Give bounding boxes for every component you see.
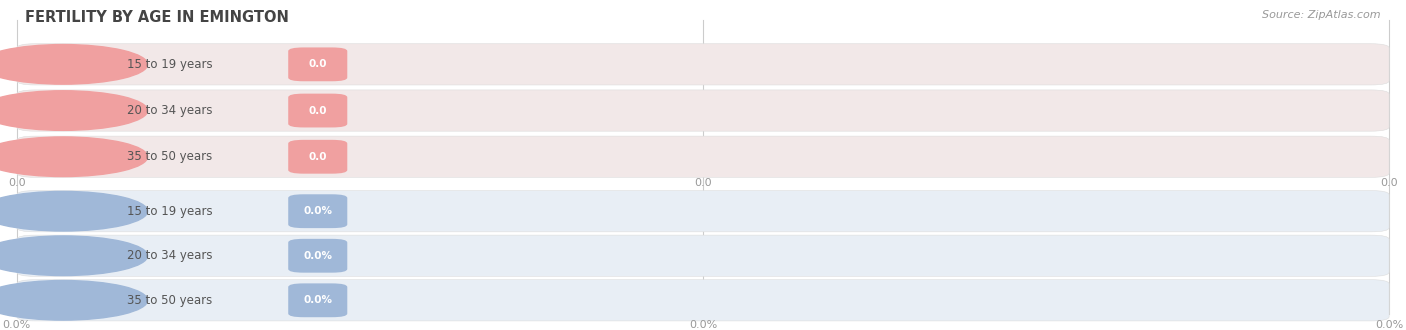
FancyBboxPatch shape [288,239,347,273]
Text: 15 to 19 years: 15 to 19 years [127,58,212,71]
Circle shape [0,137,148,177]
Text: 35 to 50 years: 35 to 50 years [127,294,212,307]
Text: 0.0: 0.0 [8,178,25,188]
Text: 0.0: 0.0 [1381,178,1398,188]
Text: 20 to 34 years: 20 to 34 years [127,104,212,117]
FancyBboxPatch shape [17,191,1389,232]
Text: 0.0: 0.0 [308,152,328,162]
Text: 0.0%: 0.0% [1375,320,1403,330]
Text: 15 to 19 years: 15 to 19 years [127,205,212,218]
Circle shape [0,91,148,130]
Circle shape [0,280,148,320]
Text: 0.0: 0.0 [308,106,328,116]
Text: FERTILITY BY AGE IN EMINGTON: FERTILITY BY AGE IN EMINGTON [25,10,290,25]
FancyBboxPatch shape [288,94,347,127]
Text: 35 to 50 years: 35 to 50 years [127,150,212,163]
FancyBboxPatch shape [17,44,1389,85]
FancyBboxPatch shape [288,283,347,317]
Text: Source: ZipAtlas.com: Source: ZipAtlas.com [1263,10,1381,20]
FancyBboxPatch shape [288,48,347,81]
Text: 0.0: 0.0 [308,59,328,69]
Text: 0.0%: 0.0% [304,251,332,261]
Text: 0.0%: 0.0% [304,206,332,216]
Text: 0.0%: 0.0% [304,295,332,305]
Text: 0.0%: 0.0% [689,320,717,330]
FancyBboxPatch shape [17,90,1389,131]
FancyBboxPatch shape [17,235,1389,277]
Text: 20 to 34 years: 20 to 34 years [127,249,212,262]
FancyBboxPatch shape [288,194,347,228]
FancyBboxPatch shape [17,280,1389,321]
Text: 0.0: 0.0 [695,178,711,188]
Text: 0.0%: 0.0% [3,320,31,330]
Circle shape [0,45,148,84]
FancyBboxPatch shape [288,140,347,174]
Circle shape [0,191,148,231]
Circle shape [0,236,148,276]
FancyBboxPatch shape [17,136,1389,178]
